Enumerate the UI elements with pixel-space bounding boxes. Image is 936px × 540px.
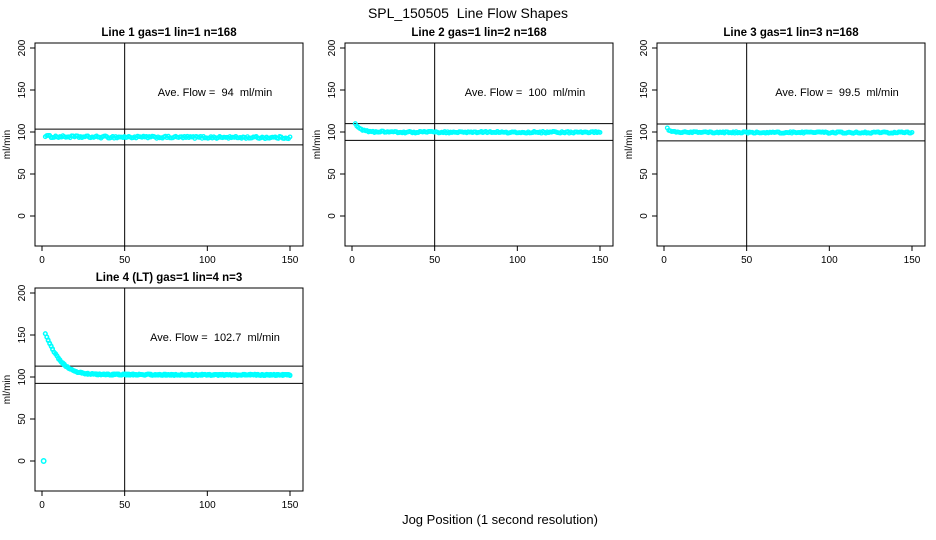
- y-tick-label: 50: [17, 168, 28, 180]
- y-tick-label: 100: [17, 123, 28, 140]
- y-axis-label: ml/min: [2, 375, 13, 404]
- y-tick-label: 0: [639, 213, 650, 219]
- x-tick-label: 0: [661, 255, 667, 266]
- y-tick-label: 50: [327, 168, 338, 180]
- ave-flow-annotation: Ave. Flow = 102.7 ml/min: [150, 332, 280, 344]
- x-tick-label: 0: [349, 255, 355, 266]
- ave-flow-annotation: Ave. Flow = 94 ml/min: [158, 87, 272, 99]
- y-tick-label: 150: [327, 81, 338, 98]
- y-tick-label: 200: [17, 284, 28, 301]
- y-tick-label: 0: [17, 458, 28, 464]
- ave-flow-annotation: Ave. Flow = 100 ml/min: [465, 87, 586, 99]
- y-tick-label: 100: [17, 368, 28, 385]
- x-tick-label: 100: [199, 255, 216, 266]
- x-tick-label: 50: [429, 255, 441, 266]
- data-point: [287, 373, 293, 379]
- data-point: [597, 129, 603, 135]
- x-tick-label: 150: [904, 255, 921, 266]
- scatter-points: [352, 121, 603, 136]
- x-tick-label: 100: [509, 255, 526, 266]
- data-point: [909, 129, 915, 135]
- x-tick-label: 100: [821, 255, 838, 266]
- panel-3: Line 3 gas=1 lin=3 n=168 0 50 100 150 200 ml/m…: [624, 27, 926, 266]
- panel-box: [34, 287, 304, 492]
- y-tick-label: 50: [17, 413, 28, 425]
- y-tick-label: 200: [639, 39, 650, 56]
- panel-box: [344, 42, 614, 247]
- y-tick-label: 100: [639, 123, 650, 140]
- x-tick-label: 50: [119, 255, 131, 266]
- figure-xlabel: Jog Position (1 second resolution): [402, 512, 598, 527]
- x-tick-label: 0: [39, 255, 45, 266]
- y-tick-label: 0: [327, 213, 338, 219]
- panel-1: Line 1 gas=1 lin=1 n=168 0 50 100 150 200 ml/m…: [2, 27, 304, 266]
- scatter-points: [42, 132, 293, 142]
- figure-title: SPL_150505 Line Flow Shapes: [367, 5, 569, 21]
- x-tick-label: 50: [741, 255, 753, 266]
- x-tick-label: 150: [282, 255, 299, 266]
- data-point: [287, 134, 293, 140]
- panel-title: Line 2 gas=1 lin=2 n=168: [411, 27, 547, 39]
- y-tick-label: 150: [639, 81, 650, 98]
- panel-2: Line 2 gas=1 lin=2 n=168 0 50 100 150 200 ml/m…: [312, 27, 614, 266]
- y-tick-label: 200: [17, 39, 28, 56]
- y-tick-label: 100: [327, 123, 338, 140]
- panel-title: Line 1 gas=1 lin=1 n=168: [101, 27, 237, 39]
- x-tick-label: 150: [592, 255, 609, 266]
- scatter-points: [664, 125, 915, 136]
- y-tick-label: 200: [327, 39, 338, 56]
- panel-title: Line 4 (LT) gas=1 lin=4 n=3: [96, 272, 242, 284]
- outlier-point: [40, 458, 47, 464]
- x-tick-label: 100: [199, 500, 216, 511]
- y-tick-label: 0: [17, 213, 28, 219]
- scatter-points: [40, 331, 293, 464]
- y-axis-label: ml/min: [2, 130, 13, 159]
- panel-4: Line 4 (LT) gas=1 lin=4 n=3 0 50 100 150 200 m…: [2, 272, 304, 511]
- y-tick-label: 50: [639, 168, 650, 180]
- panel-box: [656, 42, 926, 247]
- y-tick-label: 150: [17, 326, 28, 343]
- panel-box: [34, 42, 304, 247]
- x-tick-label: 0: [39, 500, 45, 511]
- y-axis-label: ml/min: [312, 130, 323, 159]
- y-tick-label: 150: [17, 81, 28, 98]
- ave-flow-annotation: Ave. Flow = 99.5 ml/min: [775, 87, 899, 99]
- x-tick-label: 50: [119, 500, 131, 511]
- y-axis-label: ml/min: [624, 130, 635, 159]
- panel-title: Line 3 gas=1 lin=3 n=168: [723, 27, 859, 39]
- x-tick-label: 150: [282, 500, 299, 511]
